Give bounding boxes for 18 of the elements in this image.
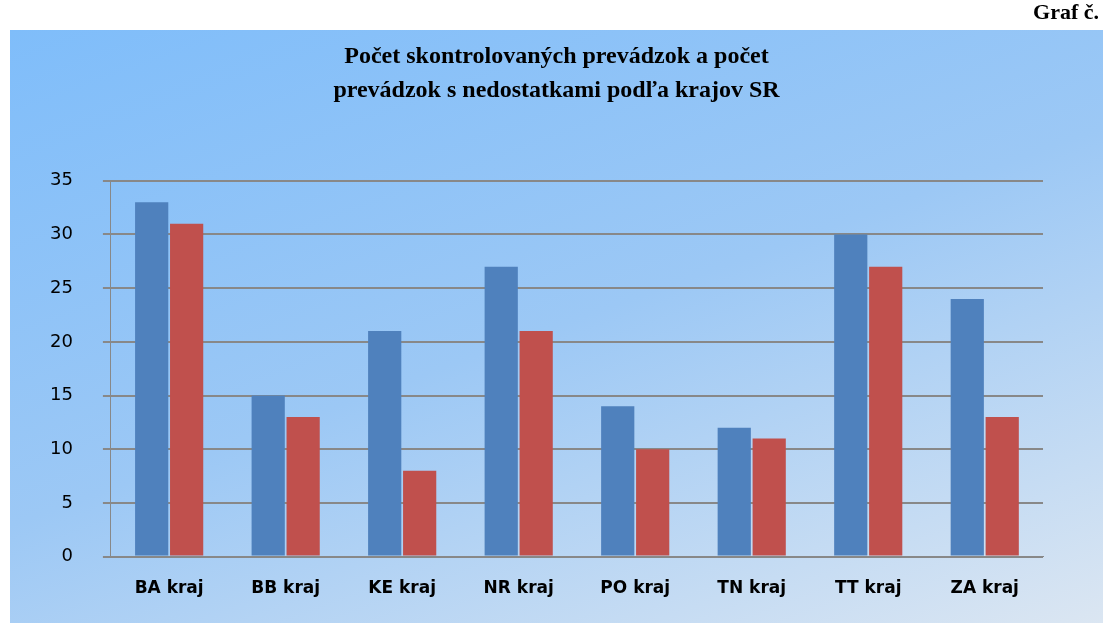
x-tick-label: KE kraj <box>368 577 437 598</box>
y-tick-label: 30 <box>50 222 73 244</box>
x-tick-label: NR kraj <box>483 577 554 598</box>
x-tick-label: PO kraj <box>600 577 671 598</box>
x-tick-label: TT kraj <box>834 577 902 598</box>
y-tick-label: 10 <box>50 436 73 458</box>
x-tick-label: ZA kraj <box>950 577 1019 598</box>
y-tick-label: 5 <box>61 490 73 512</box>
y-tick-label: 35 <box>50 168 73 190</box>
chart-title: Počet skontrolovaných prevádzok a počet prevádzok s nedostatkami podľa krajov SR <box>332 41 781 104</box>
x-tick-label: TN kraj <box>717 577 787 598</box>
x-tick-label: BA kraj <box>134 577 204 598</box>
y-tick-label: 0 <box>61 544 73 566</box>
y-tick-label: 15 <box>50 383 73 405</box>
text: Graf č. <box>1033 0 1099 24</box>
y-tick-label: 20 <box>50 329 73 351</box>
y-tick-label: 25 <box>50 275 73 297</box>
x-tick-label: BB kraj <box>251 577 321 598</box>
